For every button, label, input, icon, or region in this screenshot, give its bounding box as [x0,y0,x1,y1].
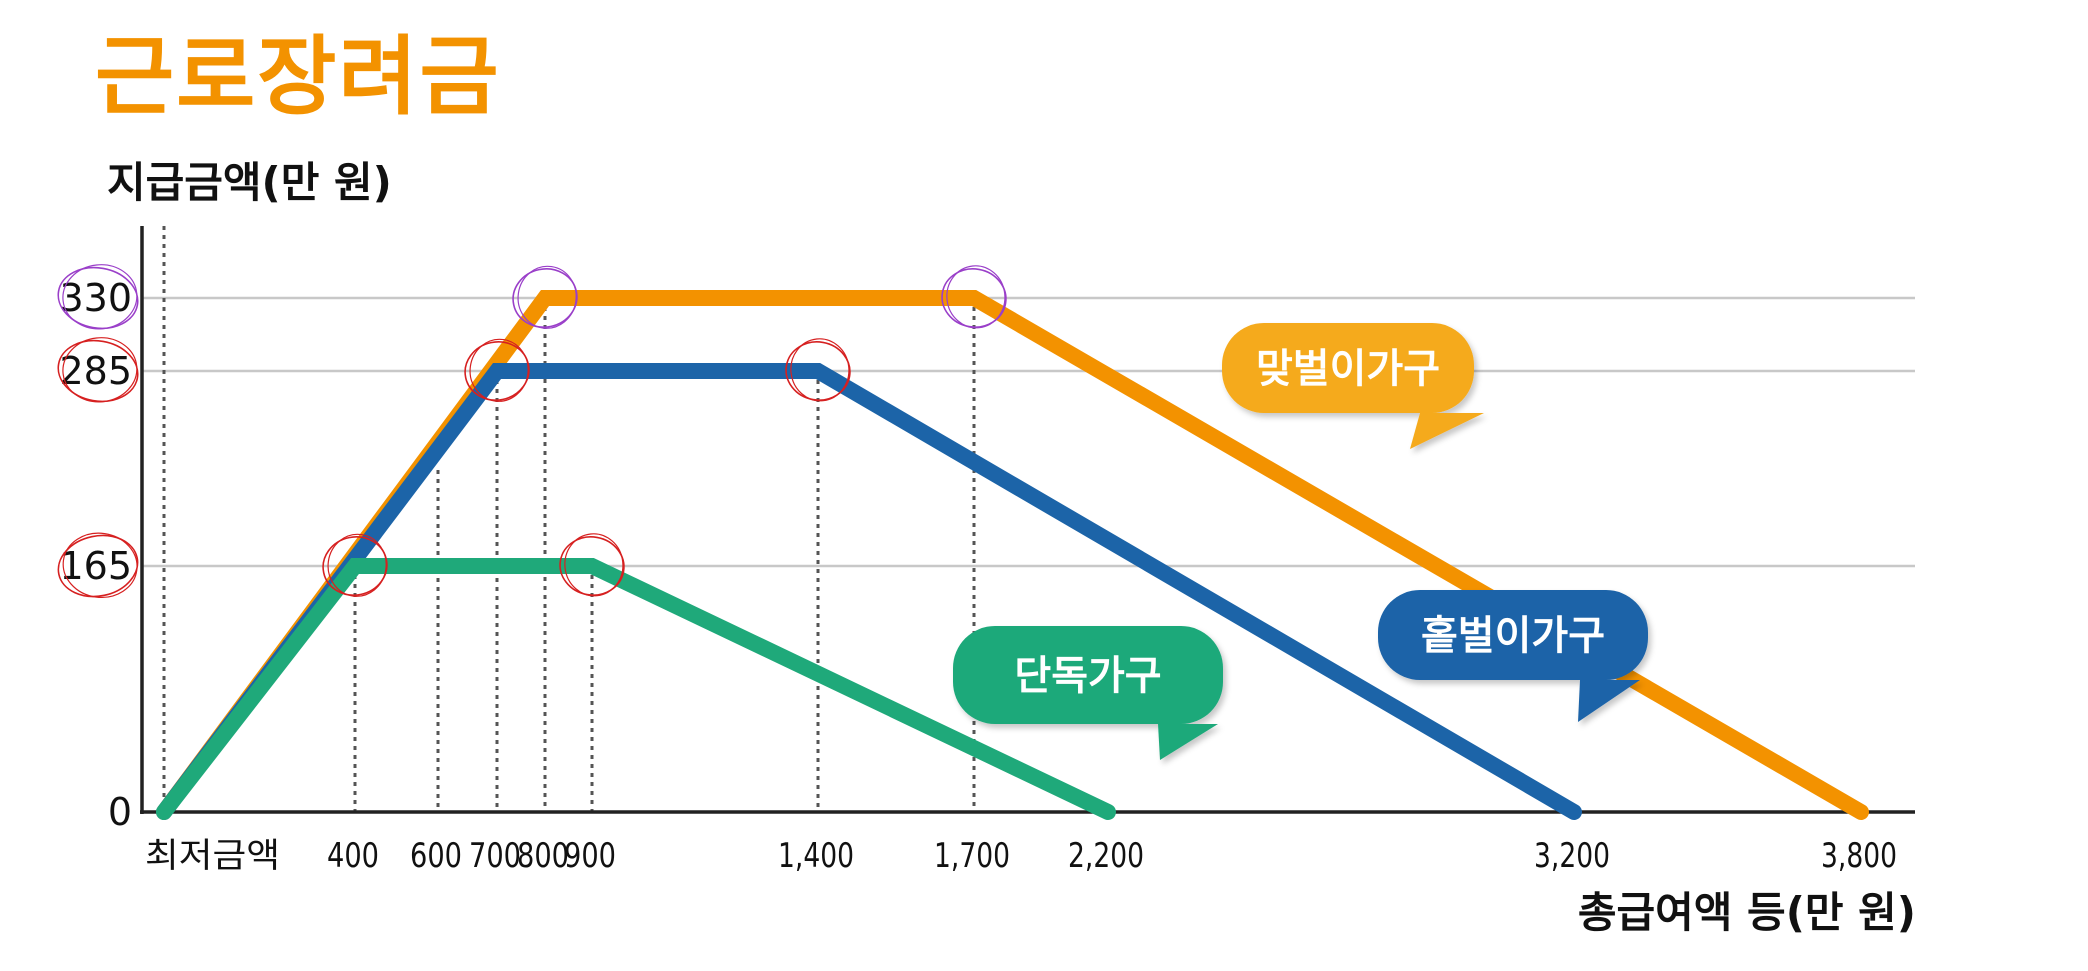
annotation-circle-red-stroke [62,532,138,598]
chart-title: 근로장려금 [95,27,501,127]
annotation-circle-red-stroke [327,533,387,597]
series-line-dual [156,290,1869,820]
legend-label-single_earner: 홑벌이가구 [1421,613,1605,659]
legend-bubble-tail [1158,724,1218,760]
x-tick-label: 1,400 [778,836,854,876]
legend-bubble-tail [1578,680,1640,722]
x-tick-label: 700 [469,836,521,876]
x-tick-label: 800 [517,836,569,876]
legend-bubble-single_person: 단독가구 [953,626,1223,760]
annotation-circle-red [57,534,139,598]
y-tick-label: 330 [59,276,132,320]
annotation-circle-purple-stroke [62,264,138,330]
legend-label-single_person: 단독가구 [1014,653,1161,699]
x-axis-label: 총급여액 등(만 원) [1577,888,1916,937]
annotation-circle-red-stroke [790,338,850,402]
legend-bubble-dual: 맞벌이가구 [1222,323,1484,449]
annotation-circle-red-stroke [62,337,138,403]
hand-drawn-circles [57,264,1007,598]
x-tick-label: 1,700 [934,836,1010,876]
annotation-circle-purple [57,266,139,330]
series-lines [156,290,1869,820]
guide-lines [162,226,976,812]
legend-bubble-tail [1410,413,1484,449]
x-tick-label: 900 [564,836,616,876]
annotation-circle-red-stroke [564,533,624,597]
legend-bubble-single_earner: 홑벌이가구 [1378,590,1648,722]
annotation-circle-red-stroke [469,338,529,402]
annotation-circle-purple-stroke [946,265,1006,329]
annotation-circle-red [57,339,139,403]
series-line-single_person [156,558,1116,820]
legend-bubble-body [1222,323,1474,413]
series-line-single_earner [156,363,1582,820]
y-tick-label: 165 [59,544,132,588]
x-tick-label: 600 [410,836,462,876]
annotation-circle-purple-stroke [517,265,577,329]
y-tick-label: 0 [108,790,132,834]
x-tick-label: 2,200 [1068,836,1144,876]
y-axis-label: 지급금액(만 원) [107,158,392,207]
legend-label-dual: 맞벌이가구 [1256,346,1440,392]
axes [140,226,1915,814]
x-tick-label: 400 [327,836,379,876]
x-tick-label: 최저금액 [145,836,280,876]
y-tick-label: 285 [59,349,132,393]
legend-bubble-body [953,626,1223,724]
x-tick-label: 3,800 [1821,836,1897,876]
x-tick-label: 3,200 [1534,836,1610,876]
legend-bubble-body [1378,590,1648,680]
